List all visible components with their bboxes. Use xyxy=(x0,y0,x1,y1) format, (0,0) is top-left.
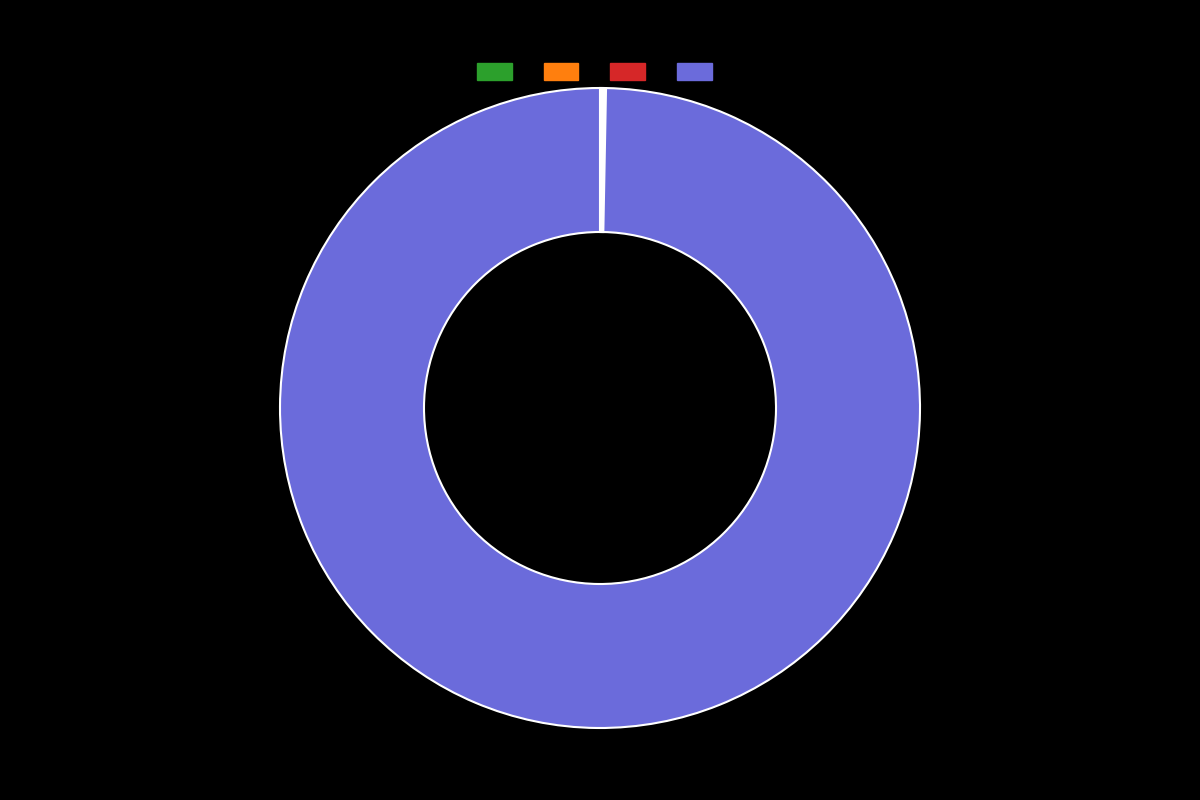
Wedge shape xyxy=(280,88,920,728)
Wedge shape xyxy=(602,88,606,232)
Wedge shape xyxy=(601,88,604,232)
Wedge shape xyxy=(600,88,602,232)
Legend: , , , : , , , xyxy=(470,56,730,86)
